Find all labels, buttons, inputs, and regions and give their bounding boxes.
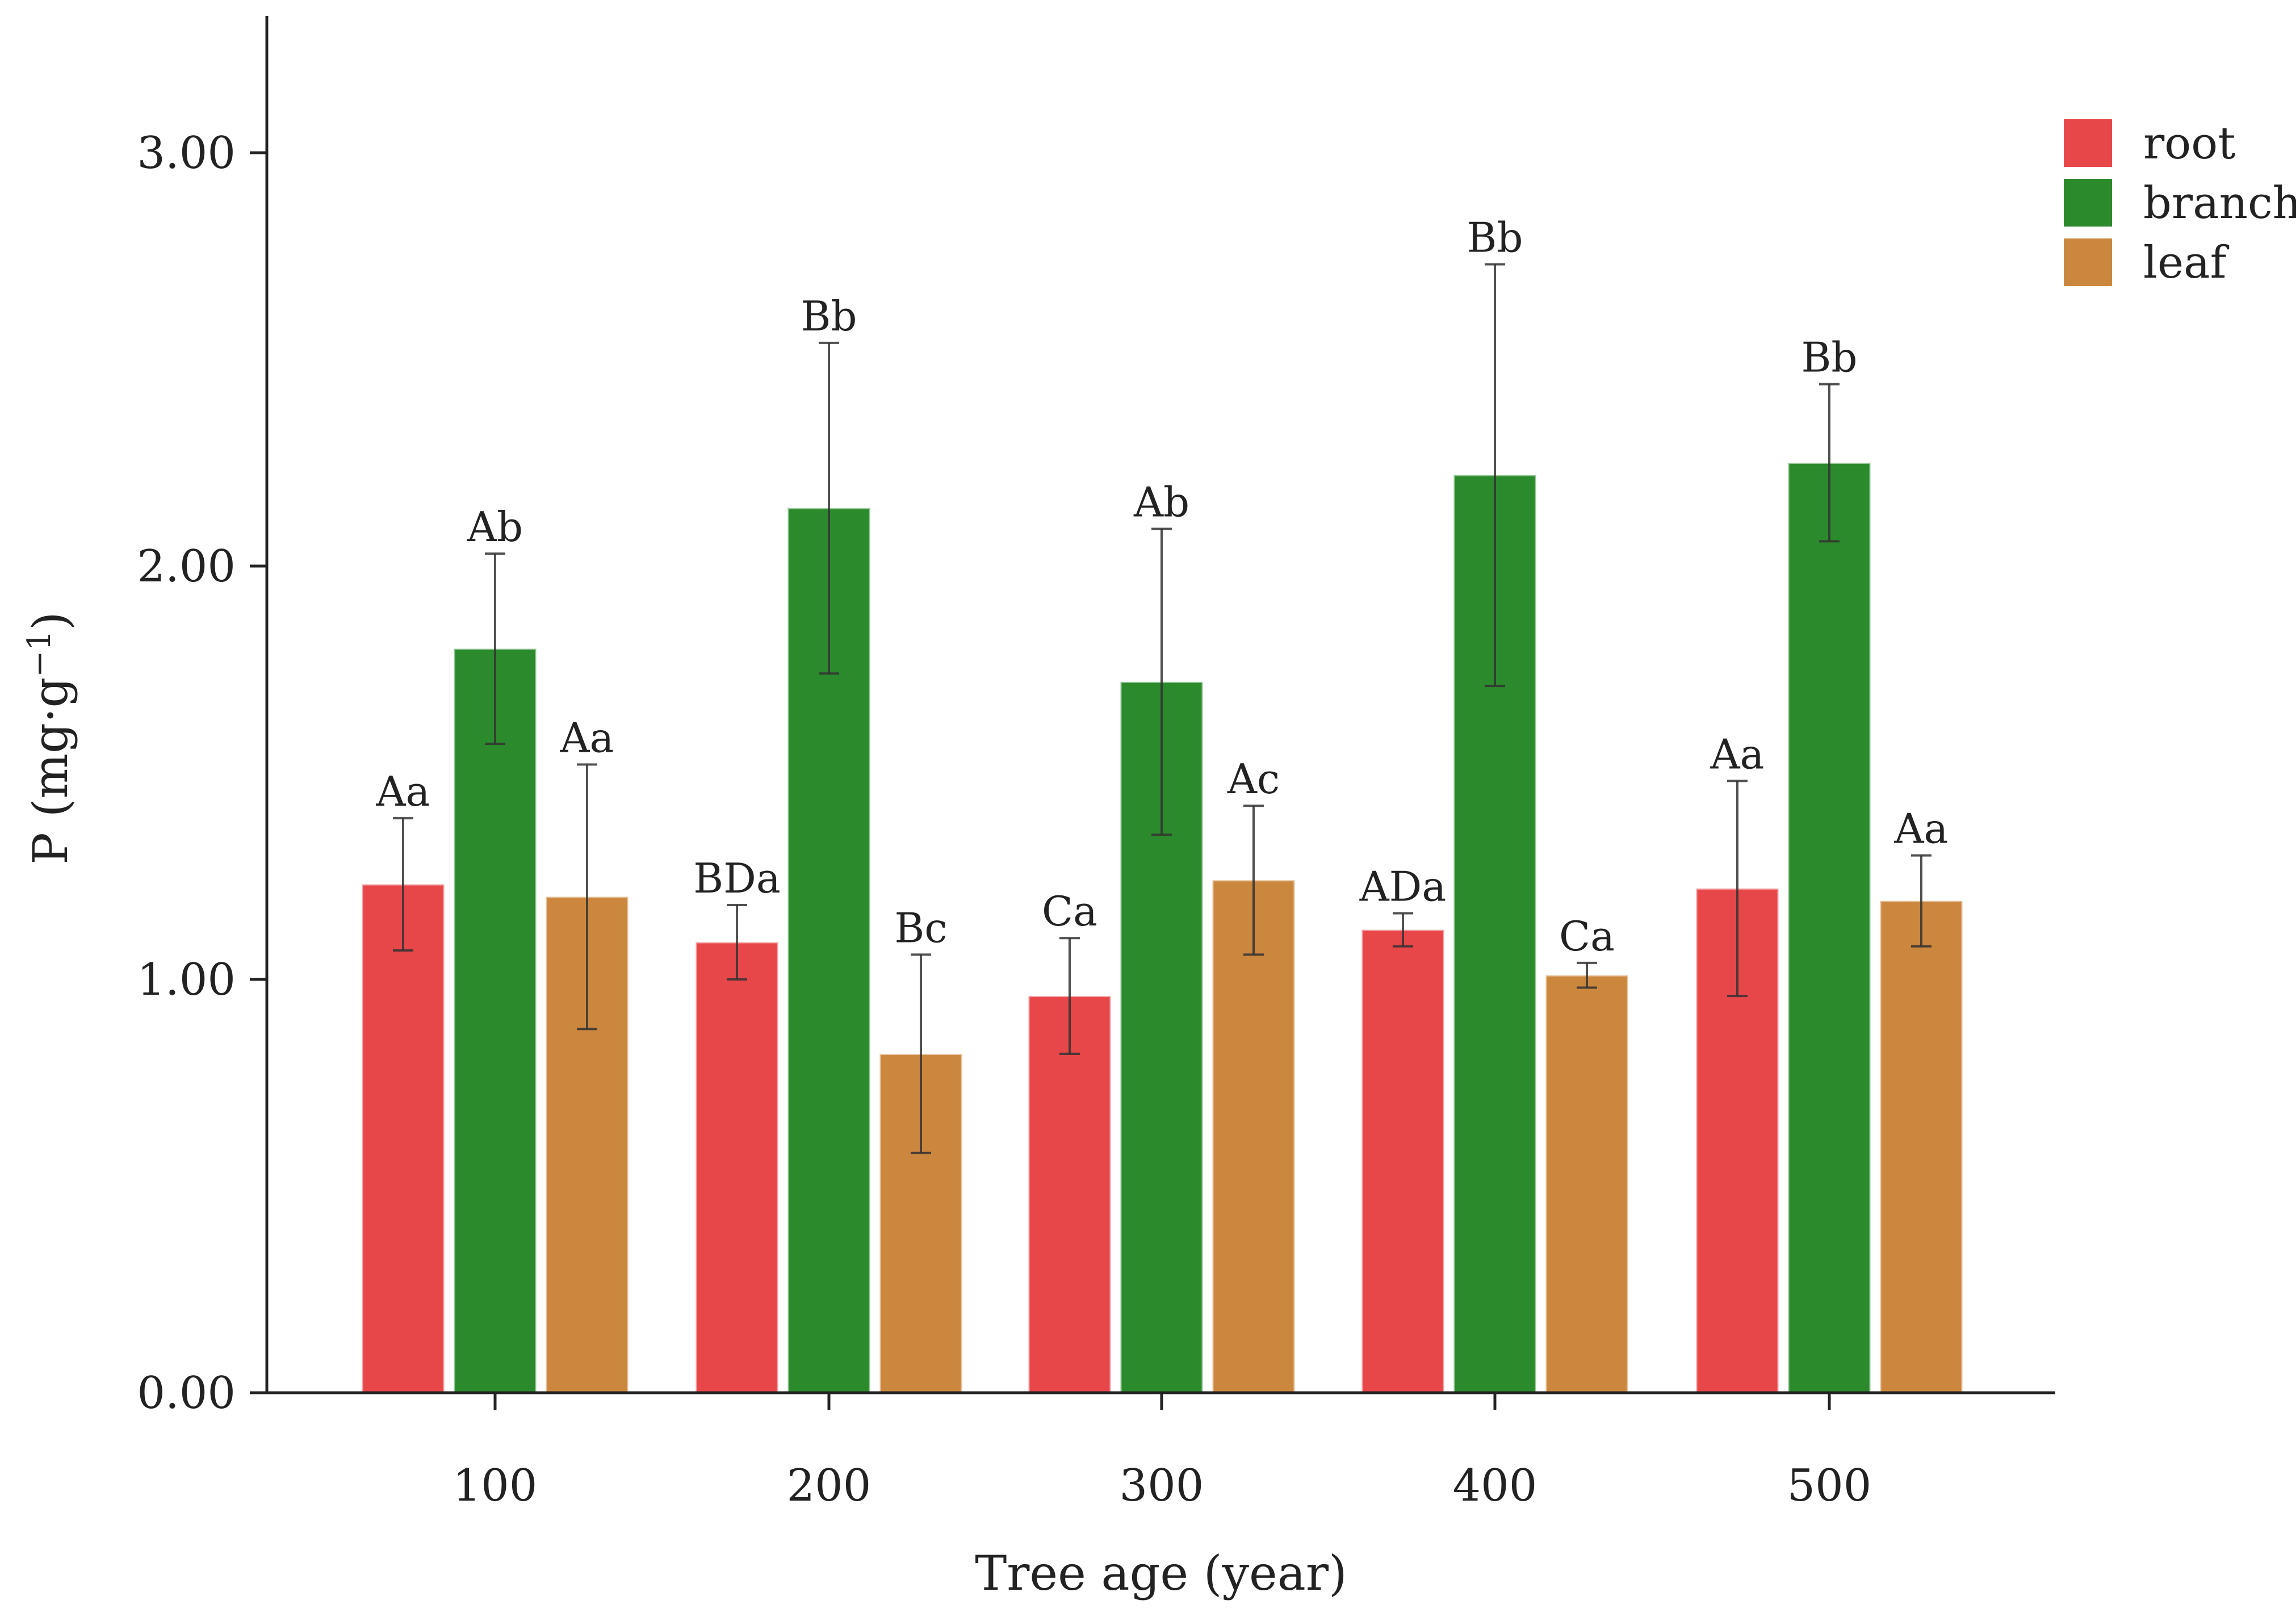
bars-layer [361,462,1964,1394]
error-bar-branch-400 [1485,263,1505,688]
y-tick-label-0.00: 0.00 [137,1368,236,1419]
sig-label-branch-300: Ab [1133,478,1189,526]
bar-branch-100 [453,647,538,1394]
error-bar-leaf-500 [1911,854,1932,948]
x-tick-label-300: 300 [1120,1460,1204,1511]
error-bar-leaf-200 [911,953,931,1154]
bar-leaf-300 [1211,879,1296,1394]
error-bar-leaf-100 [577,763,597,1030]
sig-label-root-300: Ca [1042,887,1097,935]
sig-label-leaf-300: Ac [1227,755,1280,803]
sig-label-leaf-500: Aa [1894,805,1949,853]
y-tick-label-3.00: 3.00 [137,128,236,179]
x-tick-label-100: 100 [453,1460,538,1511]
x-tick-label-200: 200 [787,1460,872,1511]
bar-root-300 [1027,995,1112,1394]
error-bar-branch-200 [819,341,839,675]
sig-label-root-400: ADa [1359,863,1447,911]
sig-label-root-500: Aa [1710,731,1765,778]
x-tick-label-500: 500 [1787,1460,1872,1511]
error-bar-root-500 [1727,780,1748,998]
bar-branch-500 [1787,462,1872,1394]
error-bar-branch-100 [485,552,505,745]
x-tick-label-400: 400 [1453,1460,1537,1511]
y-tick-label-1.00: 1.00 [137,954,236,1006]
bar-leaf-400 [1544,974,1629,1394]
sig-label-branch-500: Bb [1801,334,1858,382]
sig-label-branch-400: Bb [1467,214,1523,262]
sig-label-root-100: Aa [376,768,430,815]
error-bar-leaf-300 [1243,805,1264,956]
error-bar-branch-500 [1819,383,1840,543]
error-bar-root-200 [727,903,747,981]
sig-label-branch-200: Bb [801,292,857,340]
legend-label-leaf: leaf [2143,237,2230,288]
legend-swatch-leaf [2064,238,2112,286]
sig-label-leaf-400: Ca [1559,912,1615,960]
y-tick-label-2.00: 2.00 [137,541,236,592]
x-axis-title: Tree age (year) [975,1545,1347,1601]
error-bar-branch-300 [1151,527,1172,836]
sig-label-branch-100: Ab [467,503,523,551]
y-axis-title: P (mg·g−1) [21,611,78,864]
legend: root branch leaf [2064,118,2296,288]
significance-labels-layer: Aa BDa Ca ADa Aa Ab Bb Ab Bb Bb Aa Bc Ac Ca Aa [376,214,1949,960]
error-bar-root-300 [1059,937,1080,1055]
legend-label-branch: branch [2143,178,2296,229]
bar-root-200 [694,941,780,1394]
sig-label-root-200: BDa [693,854,781,902]
legend-swatch-root [2064,119,2112,167]
bar-leaf-500 [1879,899,1964,1394]
legend-swatch-branch [2064,179,2112,227]
error-bars-layer [393,263,1932,1154]
sig-label-leaf-200: Bc [894,904,947,952]
error-bar-root-400 [1393,912,1413,948]
legend-label-root: root [2143,118,2236,169]
error-bar-root-100 [393,817,413,952]
sig-label-leaf-100: Aa [560,714,614,761]
ticks-layer: 0.00 1.00 2.00 3.00 100 200 300 400 500 [137,128,1871,1511]
bar-root-100 [361,883,446,1394]
bar-root-400 [1360,928,1446,1394]
error-bar-leaf-400 [1577,961,1597,989]
